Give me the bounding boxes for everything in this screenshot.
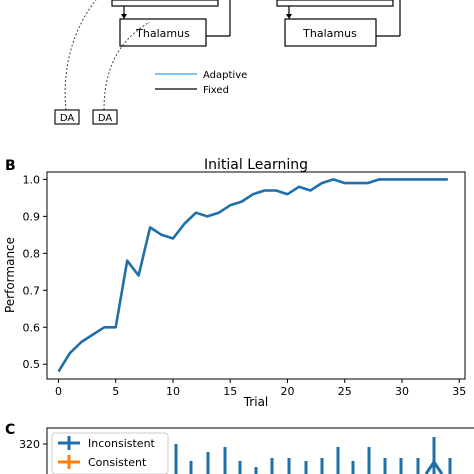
plot-frame — [46, 171, 466, 380]
panel-c-bars — [174, 437, 452, 474]
x-tick-label-10: 10 — [166, 385, 180, 398]
x-tick-label-15: 15 — [223, 385, 237, 398]
legend-label-adaptive: Adaptive — [203, 70, 247, 81]
thalamus-label-right: Thalamus — [302, 27, 357, 40]
da-box-left — [54, 109, 80, 125]
dashed-link-right — [103, 21, 151, 111]
da-label-left: DA — [60, 113, 75, 124]
dashed-link-left — [64, 0, 97, 111]
legend-label-inconsistent: Inconsistent — [88, 437, 156, 450]
top-box-right — [276, 0, 394, 7]
y-tick-label-4: 0.9 — [23, 210, 41, 223]
panel-c-frame — [46, 427, 474, 474]
arrowhead-right-icon — [286, 14, 292, 19]
da-label-right: DA — [98, 113, 113, 124]
x-tick-label-30: 30 — [395, 385, 409, 398]
series-group — [57, 178, 448, 373]
top-box-left — [111, 0, 219, 7]
thalamus-box-right — [284, 18, 377, 47]
x-tick-label-35: 35 — [452, 385, 466, 398]
thalamus-label-left: Thalamus — [135, 27, 190, 40]
da-box-right — [92, 109, 118, 125]
panel-b: B Initial Learning 0 5 10 15 20 25 30 35 0.5 0.6… — [3, 157, 466, 409]
x-tick-label-25: 25 — [338, 385, 352, 398]
legend-label-fixed: Fixed — [203, 85, 229, 96]
y-tick-label-2: 0.7 — [23, 284, 41, 297]
panel-c-legend — [51, 432, 169, 474]
panel-c: C 320 Inconsistent Consistent — [5, 422, 474, 474]
x-tick-label-5: 5 — [112, 385, 119, 398]
y-tick-label-1: 0.6 — [23, 321, 41, 334]
x-tick-label-20: 20 — [280, 385, 294, 398]
x-axis-label: Trial — [243, 395, 269, 409]
legend-label-consistent: Consistent — [88, 456, 147, 469]
panel-c-marker — [424, 459, 444, 474]
arrowhead-left-icon — [121, 14, 127, 19]
panel-a: Thalamus Thalamus Adaptive Fixed DA DA — [54, 0, 401, 125]
panel-c-label: C — [5, 422, 15, 438]
series-line-0 — [57, 178, 448, 373]
y-axis-label: Performance — [3, 237, 17, 313]
panel-b-label: B — [5, 158, 16, 174]
y-tick-label-5: 1.0 — [23, 173, 41, 186]
panel-c-ytick-label: 320 — [19, 438, 40, 451]
y-tick-label-0: 0.5 — [23, 358, 41, 371]
y-tick-label-3: 0.8 — [23, 247, 41, 260]
x-tick-label-0: 0 — [55, 385, 62, 398]
y-axis-ticks: 0.5 0.6 0.7 0.8 0.9 1.0 — [23, 173, 47, 371]
chart-title: Initial Learning — [204, 157, 308, 173]
x-axis-ticks: 0 5 10 15 20 25 30 35 — [55, 379, 466, 398]
